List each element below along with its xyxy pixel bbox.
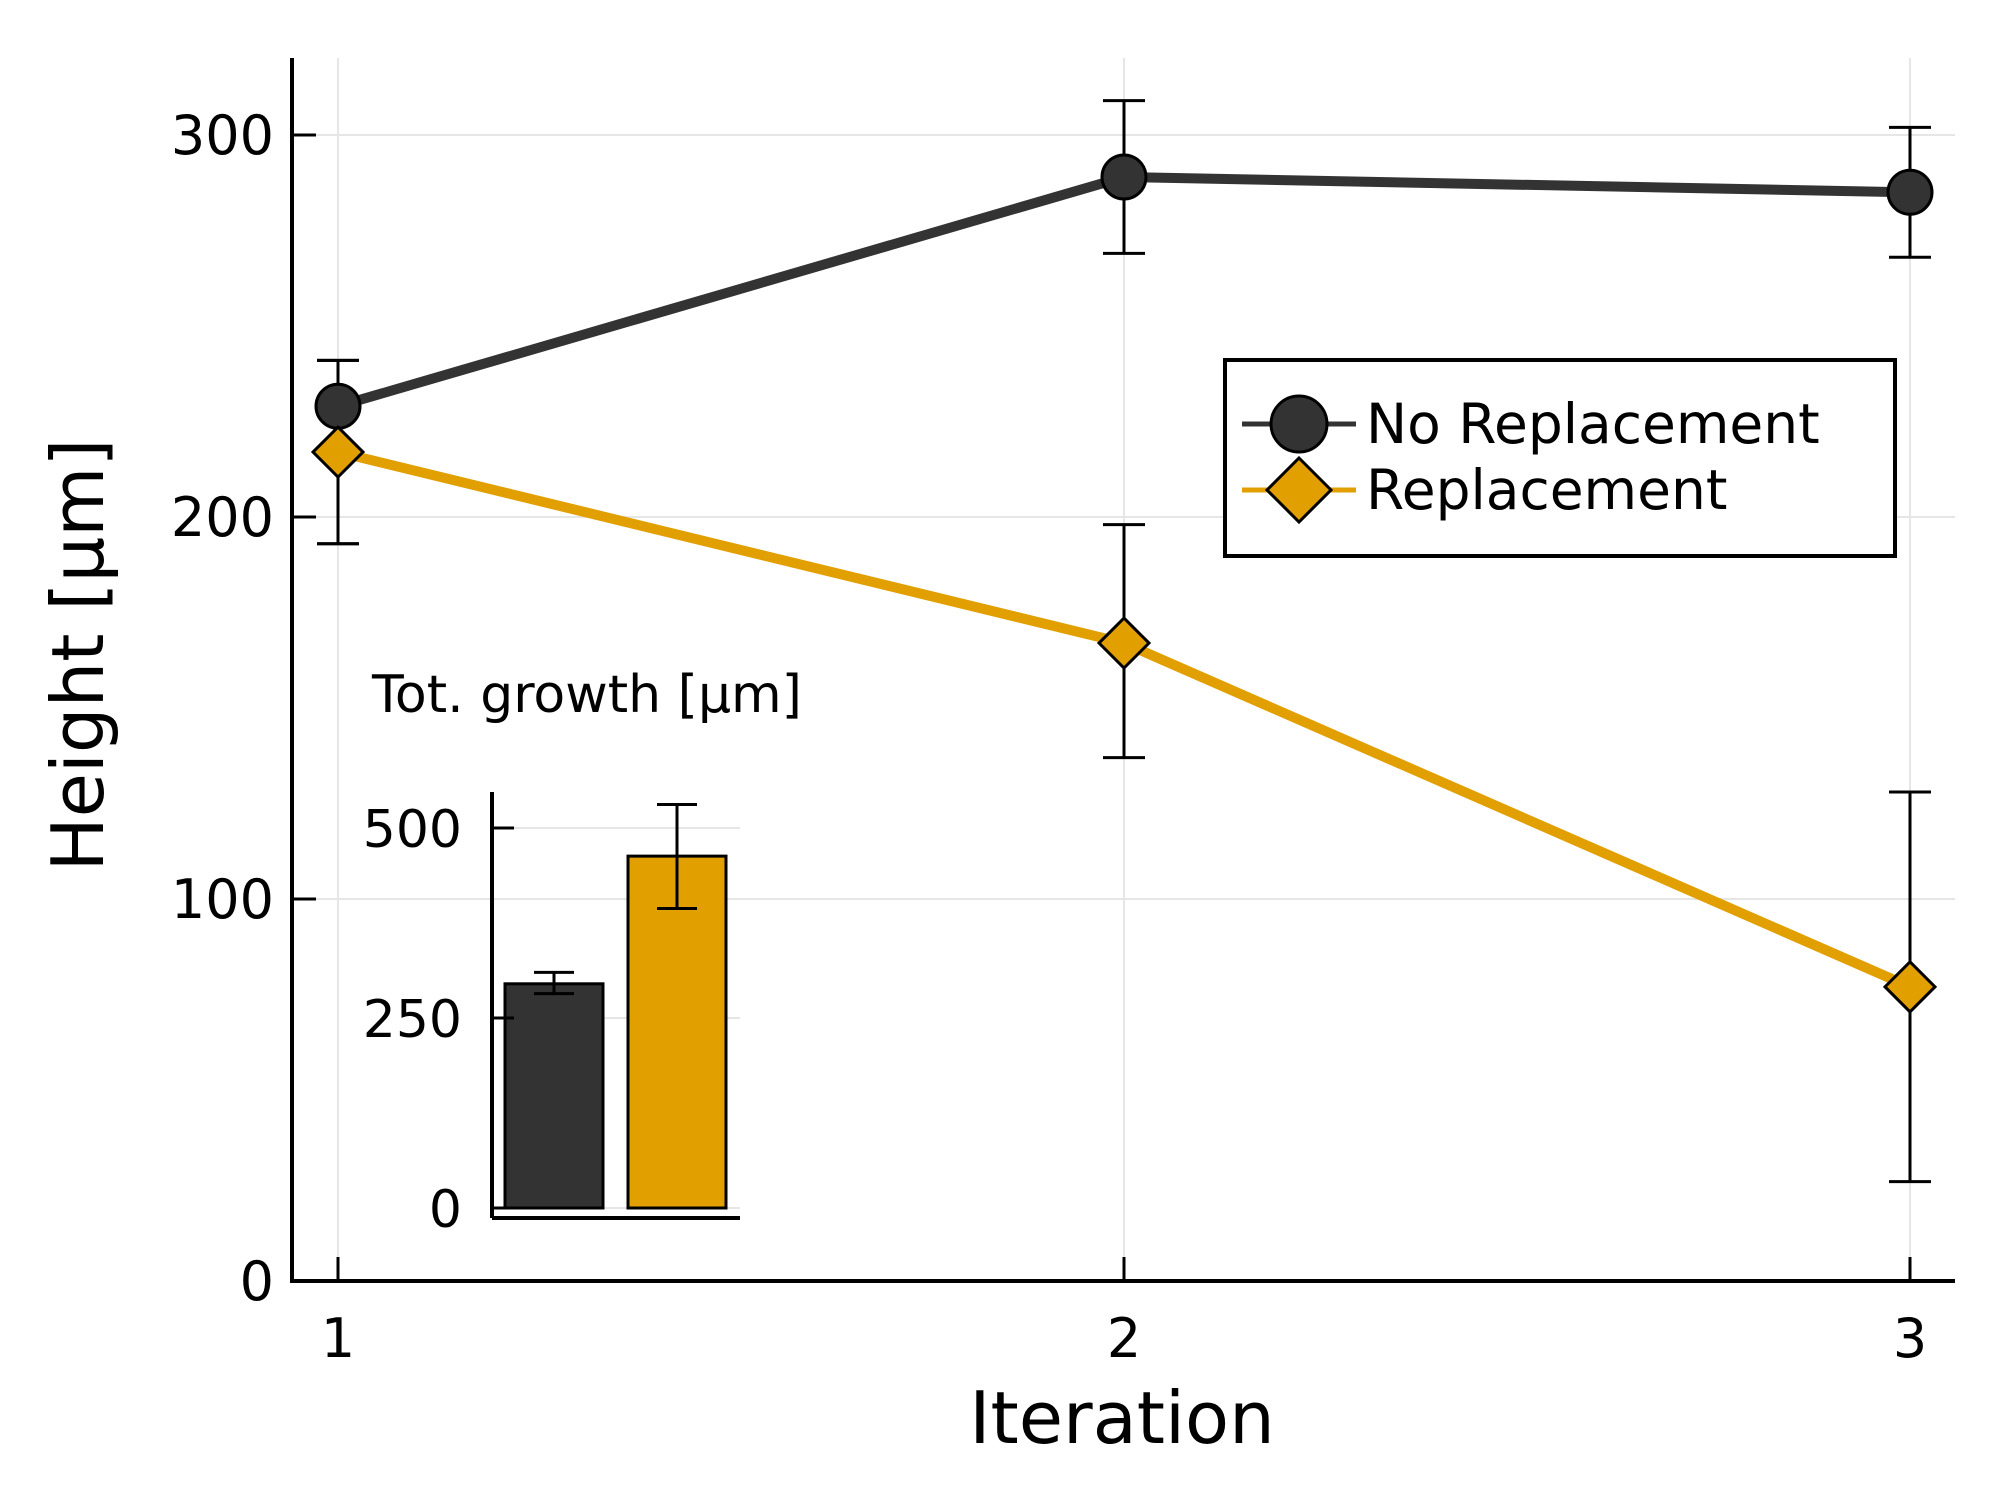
inset-title: Tot. growth [µm] [371,665,802,725]
main-y-tick-label: 300 [171,104,274,167]
point-no-replacement [314,382,362,430]
main-axes: 0 100 200 300 1 2 3 [171,58,1955,1370]
main-x-tick-label: 1 [321,1307,355,1370]
main-x-tick-label: 3 [1893,1307,1927,1370]
main-y-tick-label: 200 [171,486,274,549]
point-replacement [310,424,366,480]
point-replacement [1096,615,1152,671]
legend-box [1223,358,1897,558]
main-x-tick-label: 2 [1107,1307,1141,1370]
main-y-tick-label: 100 [171,868,274,931]
point-no-replacement [1100,153,1148,201]
legend-label-replacement: Replacement [1366,458,1727,522]
legend: No Replacement Replacement [1223,358,1897,558]
main-y-tick-label: 0 [240,1250,274,1313]
inset-bar-chart: 0 250 500 [363,792,740,1240]
main-y-axis-label: Height [µm] [36,438,120,871]
legend-label-no-replacement: No Replacement [1366,392,1820,456]
inset-y-tick-label: 500 [363,800,462,860]
main-x-axis-label: Iteration [969,1376,1274,1460]
inset-bar-replacement [626,854,728,1210]
legend-marker-replacement [1264,455,1334,525]
point-replacement [1882,959,1938,1014]
inset-y-tick-label: 0 [429,1180,462,1240]
point-no-replacement [1886,168,1934,216]
main-plot-series [310,99,1938,1184]
inset-y-tick-label: 250 [363,990,462,1050]
legend-marker-no-replacement [1269,394,1329,454]
inset-bar-no-replacement [503,982,605,1210]
